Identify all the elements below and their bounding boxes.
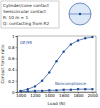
marks [19,36,93,92]
series-marker [19,90,21,92]
series-marker [91,36,93,38]
tick: 1 [12,34,17,39]
tick: 0.2 [8,79,17,84]
series-marker [27,88,29,90]
series-marker [55,89,57,91]
series-marker [34,90,36,92]
series-marker [34,85,36,87]
series-marker [48,89,50,91]
series-marker [48,71,50,73]
diagram-center [79,13,81,15]
tick: 0.8 [8,45,17,50]
tick-label: 0.8 [8,45,15,50]
tick-mark [16,81,18,82]
tick-mark [16,58,18,59]
series-marker [41,80,43,82]
series-marker [19,90,21,92]
series-marker [41,90,43,92]
series-marker [84,88,86,90]
tick-label: 0.6 [8,56,15,61]
tick-mark [16,47,18,48]
series-line [21,37,93,91]
tick: 1000 [16,92,27,98]
diagram [69,3,91,25]
tick-mark [16,70,18,71]
tick: 1800 [73,92,84,98]
series-marker [62,50,64,52]
y-axis-title: Contact force ratio [0,44,5,84]
plot-frame [17,36,96,92]
tick: 0.6 [8,56,17,61]
tick-label: 2000 [88,93,99,98]
tick-mark [16,36,18,37]
series-marker [77,88,79,90]
series-marker [84,37,86,39]
tick-label: 1200 [30,93,41,98]
series-marker [70,89,72,91]
series-marker [55,60,57,62]
axis-line [16,37,18,93]
tick-label: 1800 [73,93,84,98]
series-marker [77,39,79,41]
chart: Cylinder/cone contactSemicircular contac… [0,0,100,108]
annotation: Cylinder/cone contact [3,3,49,8]
annotation: Semicircular contact [3,9,46,14]
tick: 1200 [30,92,41,98]
diagram-circle [69,3,91,25]
x-axis: 10001200 140016001800 2000 [16,92,98,98]
tick-label: 1 [12,34,15,39]
tick-label: 0 [12,90,15,95]
annotation: Q: contacting from R2 [3,21,50,26]
series-marker [70,43,72,45]
tick-label: 1600 [59,93,70,98]
tick: 1400 [45,92,56,98]
tick-label: 1400 [45,93,56,98]
tick: 0 [12,90,17,95]
y-axis: 0 0.2 0.4 0.6 0.8 1 [8,34,17,95]
tick: 2000 [88,92,99,98]
tick: 1600 [59,92,70,98]
diagram-line [69,14,91,15]
annotation-frame [1,1,59,28]
tick-label: 1000 [16,93,27,98]
series-marker [63,89,65,91]
tick-label: 0.2 [8,79,15,84]
annotation: R: 10 m = 1 [3,15,28,20]
series-marker [27,90,29,92]
tick-mark [16,92,18,93]
series-label: GE/95 [20,40,33,45]
tick: 0.4 [8,67,17,72]
series-marker [91,88,93,90]
series-line [21,89,93,91]
annotation-box: Cylinder/cone contactSemicircular contac… [1,1,59,28]
series-label: Noncompliance [55,81,86,86]
x-axis-title: Load (N) [48,101,66,106]
tick-label: 0.4 [8,67,15,72]
axis-line [18,93,97,94]
